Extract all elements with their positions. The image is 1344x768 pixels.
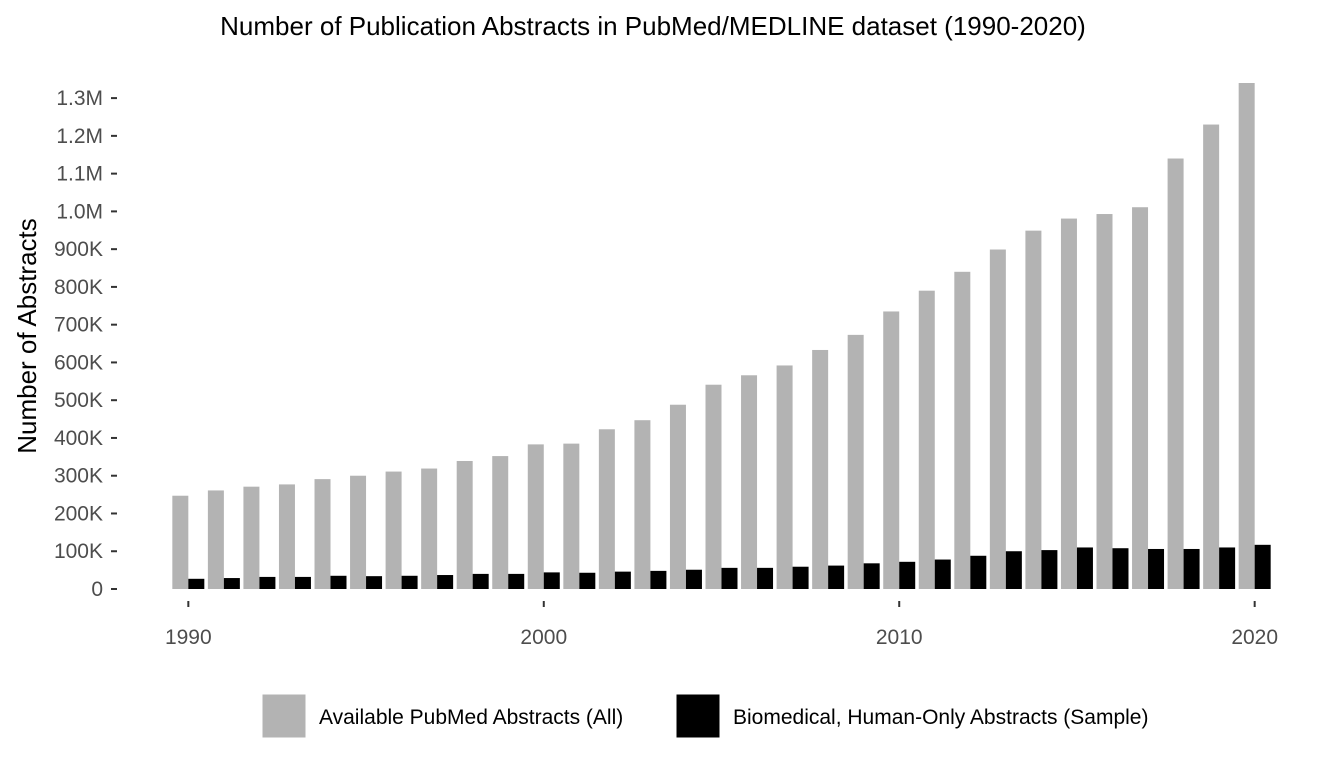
bar-sample-1996 [401, 575, 418, 589]
x-axis: 1990 2000 2010 2020 [165, 601, 1278, 649]
bar-all-2002 [598, 429, 615, 589]
bar-sample-2009 [863, 563, 880, 589]
bar-all-2020 [1238, 83, 1255, 589]
y-tick-label: 1.3M [56, 87, 103, 110]
bar-all-2003 [634, 420, 651, 589]
bar-sample-1998 [472, 573, 489, 589]
bar-sample-2015 [1076, 547, 1093, 589]
bar-all-1992 [243, 486, 260, 589]
bar-all-2019 [1203, 124, 1220, 589]
bar-sample-1992 [259, 576, 276, 589]
bar-sample-2000 [543, 572, 560, 589]
x-tick-label: 2010 [876, 626, 923, 649]
bar-sample-2002 [614, 571, 631, 589]
bar-all-1995 [350, 475, 367, 589]
bar-all-2007 [776, 365, 793, 589]
legend-key-sample [675, 693, 721, 739]
bar-sample-2011 [934, 559, 951, 589]
legend: Available PubMed Abstracts (All) Biomedic… [261, 693, 1148, 739]
y-tick-label: 0 [91, 578, 103, 601]
bar-sample-1997 [437, 575, 454, 589]
bar-all-2012 [954, 271, 971, 589]
bar-sample-2008 [828, 565, 845, 589]
bar-all-1998 [456, 460, 473, 589]
x-tick-label: 2000 [520, 626, 567, 649]
bar-all-1991 [207, 490, 224, 589]
bar-all-1996 [385, 471, 402, 589]
bar-sample-2010 [899, 561, 916, 589]
bar-sample-2013 [1005, 551, 1022, 589]
bar-all-2001 [563, 443, 580, 589]
x-tick-label: 1990 [165, 626, 212, 649]
bar-all-2015 [1060, 218, 1077, 589]
bar-sample-2019 [1219, 547, 1236, 589]
bar-all-2014 [1025, 230, 1042, 589]
bar-sample-1991 [223, 578, 240, 589]
bar-sample-1990 [188, 578, 205, 589]
bar-all-2004 [669, 404, 686, 589]
y-tick-label: 700K [54, 314, 103, 337]
legend-key-all [261, 693, 307, 739]
y-tick-label: 1.0M [56, 200, 103, 223]
chart-title: Number of Publication Abstracts in PubMe… [220, 11, 1086, 41]
bar-sample-2006 [757, 567, 774, 589]
y-tick-label: 400K [54, 427, 103, 450]
bar-sample-2017 [1148, 548, 1165, 589]
bar-all-2010 [883, 311, 900, 589]
bar-all-1994 [314, 479, 331, 589]
y-axis: 0 100K 200K 300K 400K 500K 600K 700K 800K 900K 1.0… [54, 87, 117, 601]
bar-all-2013 [989, 249, 1006, 590]
bar-all-1993 [278, 484, 295, 589]
y-tick-label: 100K [54, 540, 103, 563]
y-tick-label: 500K [54, 389, 103, 412]
legend-label-sample: Biomedical, Human-Only Abstracts (Sample… [733, 706, 1148, 729]
bar-sample-1993 [294, 576, 311, 589]
y-axis-title: Number of Abstracts [12, 218, 42, 454]
bar-all-2005 [705, 384, 722, 589]
bar-sample-2012 [970, 555, 987, 589]
bar-sample-2014 [1041, 550, 1058, 589]
x-tick-label: 2020 [1231, 626, 1278, 649]
bar-sample-2018 [1183, 548, 1200, 589]
bar-sample-2005 [721, 567, 738, 589]
bar-sample-2001 [579, 572, 596, 589]
bar-sample-2004 [685, 569, 702, 589]
bar-all-1999 [492, 456, 509, 589]
legend-label-all: Available PubMed Abstracts (All) [319, 706, 623, 729]
bar-all-1990 [172, 495, 189, 589]
y-tick-label: 600K [54, 351, 103, 374]
bar-sample-2007 [792, 566, 809, 589]
bar-sample-1994 [330, 575, 347, 589]
bar-all-2017 [1132, 207, 1149, 590]
bar-all-1997 [421, 468, 438, 589]
bar-sample-2020 [1254, 544, 1271, 589]
y-tick-label: 1.2M [56, 125, 103, 148]
bar-all-2008 [812, 349, 829, 589]
bar-all-2009 [847, 334, 864, 589]
y-tick-label: 800K [54, 276, 103, 299]
bar-all-2011 [918, 290, 935, 589]
bar-sample-2016 [1112, 548, 1129, 589]
bar-all-2006 [741, 375, 758, 589]
bar-sample-1995 [366, 576, 383, 589]
y-tick-label: 300K [54, 465, 103, 488]
bar-sample-2003 [650, 570, 667, 589]
bar-all-2018 [1167, 158, 1184, 589]
y-tick-label: 900K [54, 238, 103, 261]
bar-all-2000 [527, 444, 544, 589]
bar-sample-1999 [508, 573, 525, 589]
bar-all-2016 [1096, 214, 1113, 589]
bars [172, 83, 1271, 590]
y-tick-label: 1.1M [56, 163, 103, 186]
y-tick-label: 200K [54, 502, 103, 525]
